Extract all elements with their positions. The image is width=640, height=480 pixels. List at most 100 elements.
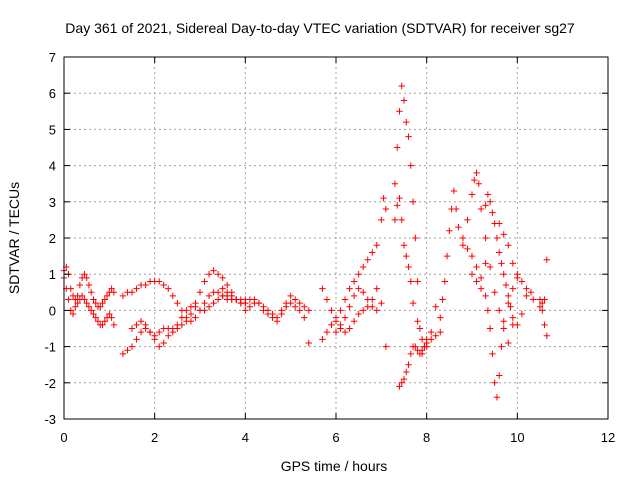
data-point bbox=[269, 314, 276, 321]
data-point bbox=[81, 271, 88, 278]
data-point bbox=[255, 299, 263, 307]
data-point bbox=[65, 296, 72, 303]
data-point bbox=[346, 285, 353, 292]
data-point bbox=[475, 180, 482, 187]
data-point bbox=[332, 328, 340, 336]
data-point bbox=[76, 281, 84, 289]
data-point bbox=[301, 303, 308, 310]
data-point bbox=[296, 307, 303, 314]
data-point bbox=[414, 278, 421, 285]
data-point bbox=[403, 118, 410, 126]
data-point bbox=[407, 162, 414, 169]
y-axis-label: SDTVAR / TECUs bbox=[6, 182, 22, 294]
data-point bbox=[233, 296, 240, 303]
data-point bbox=[219, 285, 226, 292]
data-point bbox=[477, 205, 485, 213]
data-point bbox=[502, 281, 510, 289]
data-point bbox=[260, 307, 267, 314]
data-point bbox=[441, 278, 448, 285]
data-point bbox=[509, 260, 516, 267]
data-point bbox=[101, 296, 108, 303]
data-point bbox=[382, 343, 390, 350]
data-point bbox=[81, 296, 88, 303]
data-point bbox=[428, 328, 435, 336]
data-point bbox=[468, 252, 476, 260]
sdtvar-arc-14 bbox=[437, 187, 489, 321]
data-point bbox=[360, 307, 367, 314]
sdtvar-arc-15 bbox=[459, 169, 516, 347]
data-point bbox=[505, 292, 512, 300]
data-point bbox=[505, 339, 512, 347]
data-point bbox=[482, 202, 489, 209]
data-point bbox=[455, 223, 462, 231]
data-point bbox=[539, 299, 546, 307]
data-point bbox=[400, 97, 408, 104]
data-point bbox=[493, 394, 501, 401]
data-point bbox=[350, 318, 358, 325]
data-point bbox=[496, 307, 503, 314]
data-point bbox=[88, 307, 95, 314]
data-point bbox=[416, 325, 424, 332]
x-tick-label: 2 bbox=[151, 430, 158, 445]
data-point bbox=[378, 216, 385, 224]
data-point bbox=[412, 343, 419, 350]
data-point bbox=[192, 299, 199, 307]
data-point bbox=[439, 296, 446, 303]
data-point bbox=[282, 299, 290, 307]
y-tick-label: 3 bbox=[49, 195, 56, 210]
data-point bbox=[74, 299, 81, 307]
data-point bbox=[128, 343, 136, 350]
data-point bbox=[92, 314, 99, 321]
data-point bbox=[160, 281, 167, 289]
x-tick-label: 0 bbox=[60, 430, 67, 445]
data-point bbox=[278, 310, 285, 318]
data-point bbox=[137, 318, 145, 325]
data-point bbox=[219, 274, 226, 282]
sdtvar-arc-10 bbox=[332, 285, 380, 336]
data-point bbox=[507, 303, 514, 310]
sdtvar-arc-18 bbox=[496, 220, 537, 303]
x-tick-label: 6 bbox=[332, 430, 339, 445]
data-point bbox=[137, 328, 145, 336]
data-point bbox=[251, 296, 258, 303]
sdtvar-arc-6 bbox=[219, 285, 312, 347]
data-point bbox=[156, 328, 163, 336]
data-point bbox=[509, 314, 516, 321]
data-point bbox=[473, 169, 480, 177]
y-tick-label: 1 bbox=[49, 267, 56, 282]
data-point bbox=[489, 209, 496, 216]
data-point bbox=[133, 336, 140, 343]
data-point bbox=[539, 307, 546, 314]
data-point bbox=[468, 191, 476, 198]
data-point bbox=[201, 278, 208, 285]
data-point bbox=[108, 314, 115, 321]
data-point bbox=[108, 285, 115, 292]
data-point bbox=[373, 307, 380, 314]
data-point bbox=[400, 242, 408, 249]
data-point bbox=[530, 296, 537, 303]
data-point bbox=[360, 263, 367, 271]
x-tick-label: 12 bbox=[601, 430, 615, 445]
data-point bbox=[527, 289, 535, 296]
data-point bbox=[214, 271, 222, 278]
data-point bbox=[296, 299, 303, 307]
data-point bbox=[228, 292, 235, 300]
sdtvar-arc-9 bbox=[319, 285, 390, 350]
data-point bbox=[99, 321, 106, 329]
sdtvar-arc-20 bbox=[536, 256, 550, 310]
data-point bbox=[119, 292, 127, 300]
data-point bbox=[156, 278, 163, 285]
data-point bbox=[536, 303, 544, 310]
x-tick-label: 8 bbox=[423, 430, 430, 445]
data-point bbox=[83, 299, 90, 307]
data-point bbox=[346, 303, 353, 310]
gridlines bbox=[64, 57, 608, 419]
data-point bbox=[192, 314, 199, 321]
data-point bbox=[428, 336, 435, 343]
data-point bbox=[514, 321, 521, 329]
data-point bbox=[473, 278, 480, 285]
data-point bbox=[396, 383, 403, 390]
data-point bbox=[169, 292, 176, 300]
sdtvar-arc-16 bbox=[468, 271, 521, 401]
data-point bbox=[101, 318, 108, 325]
